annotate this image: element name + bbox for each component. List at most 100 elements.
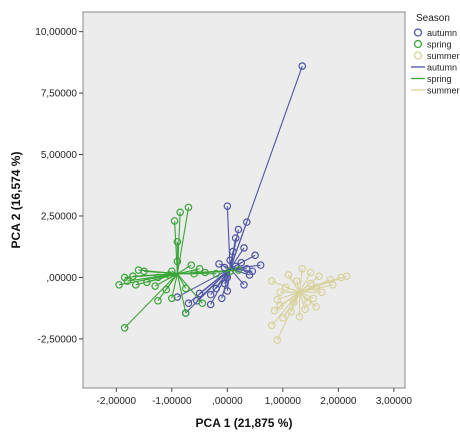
summer-link-line xyxy=(299,291,314,299)
legend-title: Season xyxy=(416,13,450,24)
spring-point xyxy=(173,257,182,266)
autumn-point xyxy=(217,294,226,303)
summer-point xyxy=(309,294,318,303)
spring-point xyxy=(201,268,209,277)
summer-point xyxy=(267,277,276,285)
spring-point xyxy=(120,273,129,282)
y-tick-label: 10,00000 xyxy=(35,27,77,38)
x-axis-title: PCA 1 (21,875 %) xyxy=(196,416,293,430)
spring-point xyxy=(184,203,193,212)
y-tick-label: -2,50000 xyxy=(38,334,78,345)
summer-point xyxy=(317,288,326,296)
spring-point xyxy=(234,266,243,274)
y-axis: -2,50000 ,00000 2,50000 5,00000 7,50000 10,00… xyxy=(35,27,83,345)
spring-legend-label: spring xyxy=(427,74,452,84)
autumn-point xyxy=(229,247,237,256)
summer-point xyxy=(290,298,298,306)
x-tick-label: -1,00000 xyxy=(152,396,192,407)
spring-legend-marker xyxy=(413,39,423,49)
summer-point xyxy=(281,283,290,292)
summer-point xyxy=(284,271,293,279)
summer-point xyxy=(287,308,295,316)
spring-point xyxy=(143,278,151,287)
spring-point xyxy=(212,269,221,278)
summer-point xyxy=(273,295,282,304)
spring-point xyxy=(154,273,162,282)
spring-point xyxy=(162,285,171,294)
summer-point xyxy=(306,268,315,277)
autumn-point xyxy=(173,293,182,301)
summer-link-line xyxy=(298,268,303,293)
y-tick-label: 2,50000 xyxy=(41,211,78,222)
autumn-link-line xyxy=(177,268,231,298)
summer-point xyxy=(329,280,337,289)
summer-point xyxy=(342,272,351,280)
spring-point xyxy=(154,296,162,305)
summer-point xyxy=(304,298,312,306)
spring-point xyxy=(134,266,143,274)
spring-point xyxy=(173,237,182,246)
autumn-point xyxy=(226,256,234,265)
spring-link-line xyxy=(124,273,178,278)
legend: Season autumnspringsummerautumnspringsum… xyxy=(411,13,460,96)
summer-point xyxy=(270,306,279,315)
summer-point xyxy=(312,303,320,311)
autumn-point xyxy=(231,234,240,242)
spring-legend-label: spring xyxy=(427,40,452,50)
spring-point xyxy=(120,323,129,332)
spring-link-line xyxy=(176,207,190,274)
summer-link-line xyxy=(285,286,300,293)
y-tick-label: ,00000 xyxy=(46,273,77,284)
spring-link-line xyxy=(154,273,178,287)
autumn-legend-marker xyxy=(413,28,423,37)
x-tick-label: 1,00000 xyxy=(265,396,302,407)
y-axis-title: PCA 2 (16,574 %) xyxy=(9,152,23,249)
autumn-legend-label: autumn xyxy=(427,63,457,73)
autumn-point xyxy=(240,244,248,252)
autumn-point xyxy=(215,260,223,268)
autumn-point xyxy=(195,289,204,298)
summer-point xyxy=(273,336,282,344)
spring-point xyxy=(131,280,140,289)
autumn-point xyxy=(237,258,246,267)
autumn-point xyxy=(206,290,215,299)
summer-legend-label: summer xyxy=(427,51,460,61)
autumn-point xyxy=(220,263,229,272)
plot-area xyxy=(82,11,406,389)
summer-point xyxy=(315,272,323,280)
summer-link-line xyxy=(299,283,311,293)
x-tick-label: 3,00000 xyxy=(376,396,413,407)
summer-point xyxy=(295,312,304,321)
spring-point xyxy=(129,272,137,280)
spring-point xyxy=(165,271,173,279)
spring-link-line xyxy=(177,264,192,275)
spring-link-line xyxy=(171,273,178,299)
data-points xyxy=(115,62,351,344)
summer-point xyxy=(301,305,309,314)
summer-link-line xyxy=(277,291,300,301)
spring-link-line xyxy=(124,273,178,329)
spring-point xyxy=(195,265,204,273)
autumn-point xyxy=(298,62,307,70)
x-tick-label: 2,00000 xyxy=(320,396,357,407)
summer-point xyxy=(306,279,315,288)
autumn-point xyxy=(234,225,243,234)
spring-point xyxy=(168,294,176,303)
autumn-point xyxy=(245,271,254,279)
autumn-link-line xyxy=(226,206,231,269)
spring-point xyxy=(140,267,148,276)
summer-link-line xyxy=(271,291,300,326)
autumn-point xyxy=(251,251,259,260)
spring-point xyxy=(187,261,196,269)
summer-legend-marker xyxy=(413,51,423,60)
autumn-point xyxy=(206,300,215,309)
autumn-point xyxy=(220,279,229,288)
spring-point xyxy=(115,280,123,289)
summer-legend-label: summer xyxy=(427,86,460,96)
spring-point xyxy=(198,299,207,308)
autumn-legend-label: autumn xyxy=(427,28,457,38)
x-axis: -2,00000 -1,00000 ,00000 1,00000 2,00000 3,00… xyxy=(97,388,413,407)
spring-link-line xyxy=(176,273,187,314)
spring-point xyxy=(181,309,190,317)
